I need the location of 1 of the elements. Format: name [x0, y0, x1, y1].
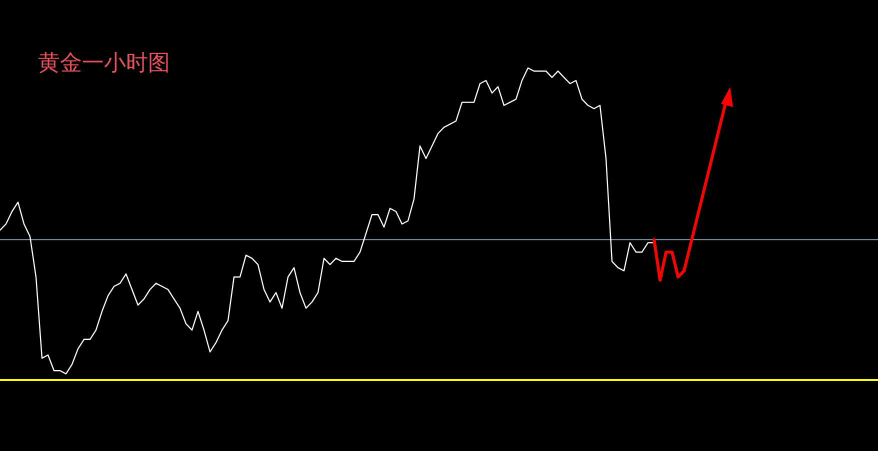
- title: 黄金一小时图: [38, 51, 170, 76]
